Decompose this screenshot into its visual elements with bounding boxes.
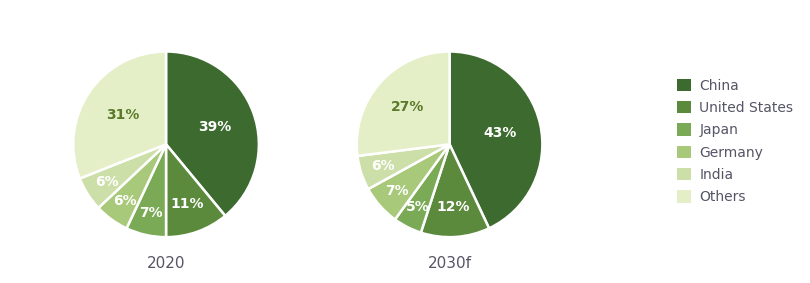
Text: 2030f: 2030f (428, 256, 471, 271)
Wedge shape (421, 144, 489, 237)
Text: 5%: 5% (406, 200, 429, 214)
Text: 6%: 6% (371, 159, 394, 173)
Text: 31%: 31% (106, 108, 140, 122)
Wedge shape (369, 144, 450, 219)
Wedge shape (450, 52, 543, 228)
Text: 7%: 7% (385, 184, 408, 198)
Wedge shape (357, 144, 450, 189)
Text: 7%: 7% (139, 206, 163, 220)
Text: 43%: 43% (484, 126, 517, 140)
Text: 11%: 11% (171, 197, 204, 211)
Wedge shape (166, 144, 225, 237)
Wedge shape (356, 52, 450, 156)
Text: 12%: 12% (437, 200, 471, 214)
Wedge shape (98, 144, 166, 228)
Legend: China, United States, Japan, Germany, India, Others: China, United States, Japan, Germany, In… (671, 73, 799, 210)
Wedge shape (79, 144, 166, 208)
Text: 39%: 39% (198, 120, 232, 134)
Text: 2020: 2020 (147, 256, 185, 271)
Text: 6%: 6% (95, 175, 118, 189)
Text: 6%: 6% (113, 194, 136, 208)
Wedge shape (395, 144, 450, 233)
Wedge shape (126, 144, 166, 237)
Wedge shape (166, 52, 259, 216)
Text: 27%: 27% (391, 100, 424, 115)
Wedge shape (73, 52, 166, 179)
